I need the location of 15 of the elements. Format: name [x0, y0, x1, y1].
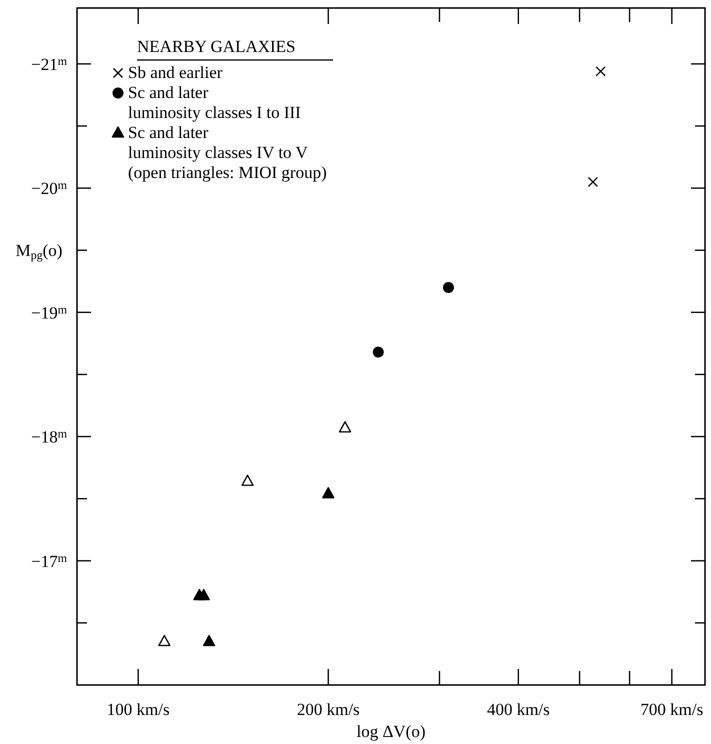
x-axis-title: log ΔV(o) [356, 722, 426, 741]
legend-label: Sc and later luminosity classes IV to V (open triangles: MIOI group) [128, 123, 327, 182]
y-tick-label: −17$^{m}$ [31, 550, 68, 571]
y-axis-title: M$_{pg}$(o) [16, 241, 62, 262]
x-tick-label: 400 km/s [486, 700, 550, 719]
y-tick-label: −20$^{m}$ [31, 178, 68, 198]
x-tick-label: 700 km/s [640, 700, 704, 719]
x-tick-label: 200 km/s [296, 700, 360, 719]
legend-label: Sc and later luminosity classes I to III [128, 83, 302, 122]
legend-label: Sb and earlier [128, 63, 223, 82]
y-tick-label: −21$^{m}$ [31, 54, 68, 74]
legend-title: NEARBY GALAXIES [137, 37, 296, 56]
y-tick-label: −18$^{m}$ [31, 426, 68, 447]
x-tick-label: 100 km/s [106, 700, 170, 719]
y-tick-label: −19$^{m}$ [31, 302, 68, 322]
